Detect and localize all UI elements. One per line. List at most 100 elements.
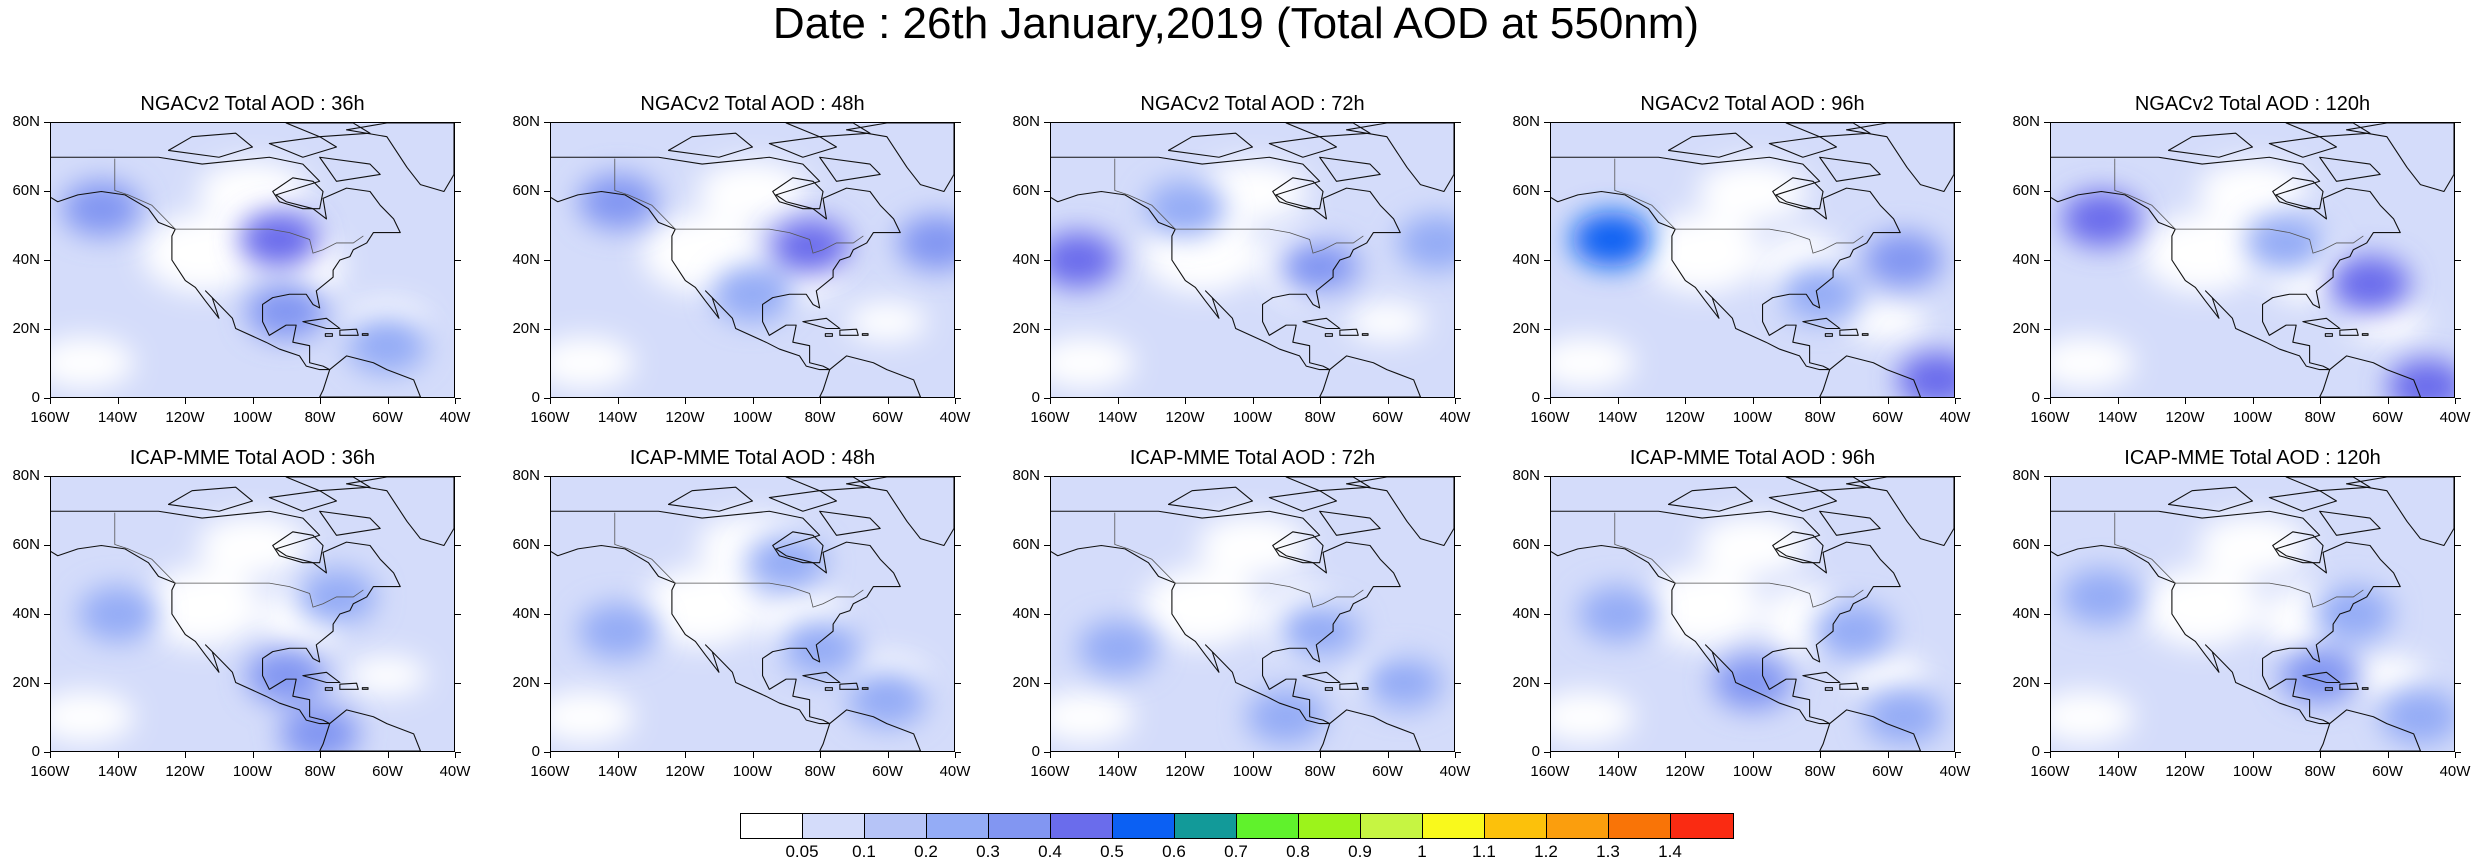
lat-tick-label: 20N [1012, 674, 1040, 691]
lon-tick-label: 60W [372, 763, 403, 780]
clean-air-patch [551, 336, 635, 389]
lat-tick-mark [2455, 191, 2461, 192]
coastline [1772, 531, 1824, 564]
coastline [1302, 317, 1341, 330]
aod-plume [2061, 191, 2142, 247]
lon-tick-mark [1117, 752, 1119, 758]
coastline [1802, 317, 1841, 330]
clean-air-patch [1697, 515, 1808, 576]
coastline [1302, 671, 1341, 684]
lon-tick-label: 60W [1372, 409, 1403, 426]
coastline [551, 510, 901, 725]
lat-tick-mark [544, 329, 550, 330]
lat-tick-label: 20N [1512, 674, 1540, 691]
coastline [1667, 132, 1754, 158]
coastline [1324, 333, 1333, 337]
lon-tick-label: 100W [232, 763, 273, 780]
lat-tick-mark [2455, 260, 2461, 261]
coastline [785, 123, 871, 138]
clean-air-patch [1551, 690, 1635, 743]
national-border [1614, 512, 1864, 608]
lon-tick-mark [955, 398, 956, 404]
lat-tick-label: 60N [12, 536, 40, 553]
aod-plume [2387, 358, 2454, 397]
coastline [1772, 177, 1824, 210]
lon-tick-label: 120W [165, 409, 205, 426]
lon-tick-label: 60W [872, 763, 903, 780]
national-border [114, 158, 364, 254]
lon-tick-label: 60W [2372, 763, 2403, 780]
lat-tick-mark [544, 683, 550, 684]
lon-tick-label: 120W [165, 763, 205, 780]
lon-tick-mark [2252, 752, 2254, 758]
lat-tick-label: 0 [31, 743, 40, 760]
coastline [1839, 328, 1859, 336]
coastline [861, 687, 869, 690]
clean-air-patch [2347, 655, 2427, 696]
aod-plume [578, 173, 658, 230]
coastlines [551, 123, 954, 397]
panel-title: ICAP-MME Total AOD : 72h [1129, 447, 1376, 469]
lon-tick-label: 160W [2030, 409, 2070, 426]
lon-tick-mark [2387, 398, 2389, 404]
coastline [2167, 486, 2254, 512]
lon-tick-mark [1455, 398, 1456, 404]
coastline [2361, 687, 2369, 690]
lat-tick-label: 0 [1031, 389, 1040, 406]
colorbar-label: 0.3 [976, 842, 1000, 861]
colorbar-label: 1.2 [1534, 842, 1558, 861]
colorbar-label: 1.3 [1596, 842, 1620, 861]
lat-tick-label: 20N [1512, 320, 1540, 337]
lat-tick-label: 0 [1531, 389, 1540, 406]
aod-field [551, 123, 954, 397]
coastline [2324, 687, 2333, 691]
aod-plume [1051, 232, 1118, 288]
lon-tick-label: 140W [2097, 409, 2138, 426]
lon-tick-mark [2252, 398, 2254, 404]
clean-air-patch [51, 690, 135, 743]
aod-map [50, 476, 455, 752]
coastline [1051, 156, 1401, 371]
lat-tick-mark [2044, 752, 2050, 753]
lat-tick-mark [1544, 683, 1550, 684]
lat-tick-label: 0 [31, 389, 40, 406]
lon-tick-label: 160W [1030, 763, 1070, 780]
lon-tick-mark [320, 752, 321, 758]
lat-tick-mark [2455, 614, 2461, 615]
lon-tick-mark [387, 752, 389, 758]
lon-tick-mark [1955, 398, 1956, 404]
lat-tick-mark [1044, 476, 1050, 477]
lon-tick-label: 80W [1804, 763, 1836, 780]
coastline [1272, 531, 1324, 564]
lon-tick-label: 80W [1804, 409, 1836, 426]
colorbar-swatch [1175, 814, 1237, 838]
lon-tick-mark [820, 398, 821, 404]
lon-tick-mark [1752, 398, 1754, 404]
lat-tick-mark [2044, 329, 2050, 330]
lon-tick-mark [1455, 752, 1456, 758]
lat-tick-mark [2044, 614, 2050, 615]
lat-tick-label: 60N [1012, 182, 1040, 199]
lon-tick-mark [2320, 398, 2321, 404]
coastline [324, 333, 333, 337]
lat-tick-mark [955, 260, 961, 261]
clean-air-patch [142, 567, 262, 647]
lat-tick-label: 40N [1012, 605, 1040, 622]
lon-tick-label: 40W [2439, 763, 2471, 780]
coastline [1268, 490, 1338, 512]
map-panel-icap-mme-120h: ICAP-MME Total AOD : 120h 80N 60N 40N 20N 0 16… [2012, 447, 2470, 780]
aod-plume [2279, 647, 2360, 704]
national-border [2114, 512, 2364, 608]
aod-plume [769, 218, 850, 275]
coastline [819, 510, 881, 536]
lat-tick-label: 60N [1012, 536, 1040, 553]
lat-tick-mark [544, 122, 550, 123]
lon-tick-mark [1050, 398, 1051, 404]
lon-tick-mark [1117, 398, 1119, 404]
coastline [1839, 682, 1859, 690]
aod-map [1550, 476, 1955, 752]
coastline [319, 355, 422, 397]
lat-tick-mark [955, 683, 961, 684]
lat-tick-mark [44, 191, 50, 192]
lat-tick-mark [1044, 191, 1050, 192]
